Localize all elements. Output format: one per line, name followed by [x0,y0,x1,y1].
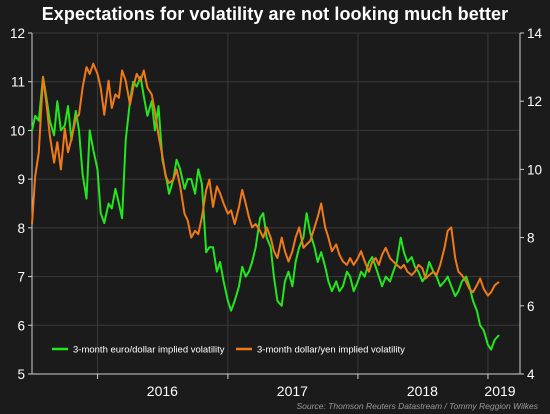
right-tick-label: 6 [527,299,535,314]
right-tick-label: 4 [527,367,535,382]
plot-background [32,33,520,374]
x-axis: 2016 2017 2018 2019 [32,373,520,399]
x-tick-label: 2019 [484,383,515,399]
x-tick-label: 2017 [277,383,308,399]
left-tick-label: 11 [11,75,25,90]
left-tick-label: 7 [17,270,25,285]
left-tick-label: 9 [17,172,25,187]
legend-label: 3-month euro/dollar implied volatility [73,345,225,356]
left-tick-label: 6 [17,318,25,333]
x-tick-label: 2018 [407,383,438,399]
left-tick-label: 5 [17,367,25,382]
right-tick-label: 14 [527,26,543,41]
left-tick-label: 12 [10,26,25,41]
right-tick-label: 8 [527,231,535,246]
series-line-dollar-yen [31,62,500,297]
right-y-axis: 4 6 8 10 12 14 [519,26,543,382]
series-lines [31,62,500,351]
x-tick-label: 2016 [147,383,178,399]
legend-label: 3-month dollar/yen implied volatility [257,345,405,356]
left-tick-label: 10 [10,123,25,138]
legend: 3-month euro/dollar implied volatility 3-… [52,345,405,356]
source-note: Source: Thomson Reuters Datastream / Tom… [296,401,538,411]
chart-title: Expectations for volatility are not look… [41,4,509,24]
right-tick-label: 10 [527,162,542,177]
right-tick-label: 12 [527,94,542,109]
series-line-euro-dollar [31,75,500,351]
left-y-axis: 5 6 7 8 9 10 11 12 [10,26,33,382]
left-tick-label: 8 [17,221,25,236]
